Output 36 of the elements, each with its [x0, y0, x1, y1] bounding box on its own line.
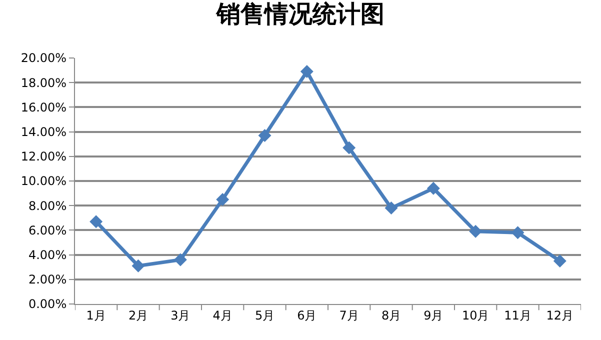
y-tick-label: 16.00% — [20, 100, 67, 114]
y-tick-label: 14.00% — [20, 125, 67, 139]
point — [426, 182, 440, 195]
point — [132, 259, 145, 272]
y-tick-label: 4.00% — [28, 248, 67, 262]
y-tick-label: 2.00% — [28, 272, 67, 287]
x-tick-label: 6月 — [297, 308, 317, 322]
x-tick-label: 12月 — [546, 308, 574, 322]
point — [300, 65, 314, 78]
point — [511, 226, 524, 240]
point — [553, 254, 566, 268]
x-tick-label: 4月 — [212, 308, 232, 322]
point — [174, 253, 187, 266]
x-tick-label: 2月 — [128, 308, 148, 322]
y-tick-label: 20.00% — [20, 51, 67, 66]
y-tick-label: 8.00% — [28, 198, 67, 213]
y-tick-label: 18.00% — [20, 76, 67, 90]
point — [469, 224, 482, 238]
x-tick-label: 3月 — [170, 308, 190, 322]
x-tick-label: 8月 — [381, 308, 402, 322]
y-tick-label: 0.00% — [28, 297, 67, 312]
x-tick-label: 5月 — [254, 308, 275, 322]
point — [216, 192, 230, 206]
point — [384, 202, 398, 215]
point — [342, 141, 356, 154]
x-tick-label: 9月 — [424, 308, 444, 322]
x-tick-label: 11月 — [504, 308, 532, 322]
x-tick-label: 1月 — [86, 308, 106, 322]
point — [90, 215, 103, 228]
x-tick-label: 10月 — [462, 308, 490, 322]
chart-title: 销售情况统计图 — [216, 0, 384, 28]
point — [258, 128, 272, 142]
x-tick-label: 7月 — [339, 308, 359, 322]
y-tick-label: 10.00% — [20, 174, 67, 188]
y-tick-label: 6.00% — [28, 223, 67, 238]
y-tick-label: 12.00% — [20, 150, 67, 164]
